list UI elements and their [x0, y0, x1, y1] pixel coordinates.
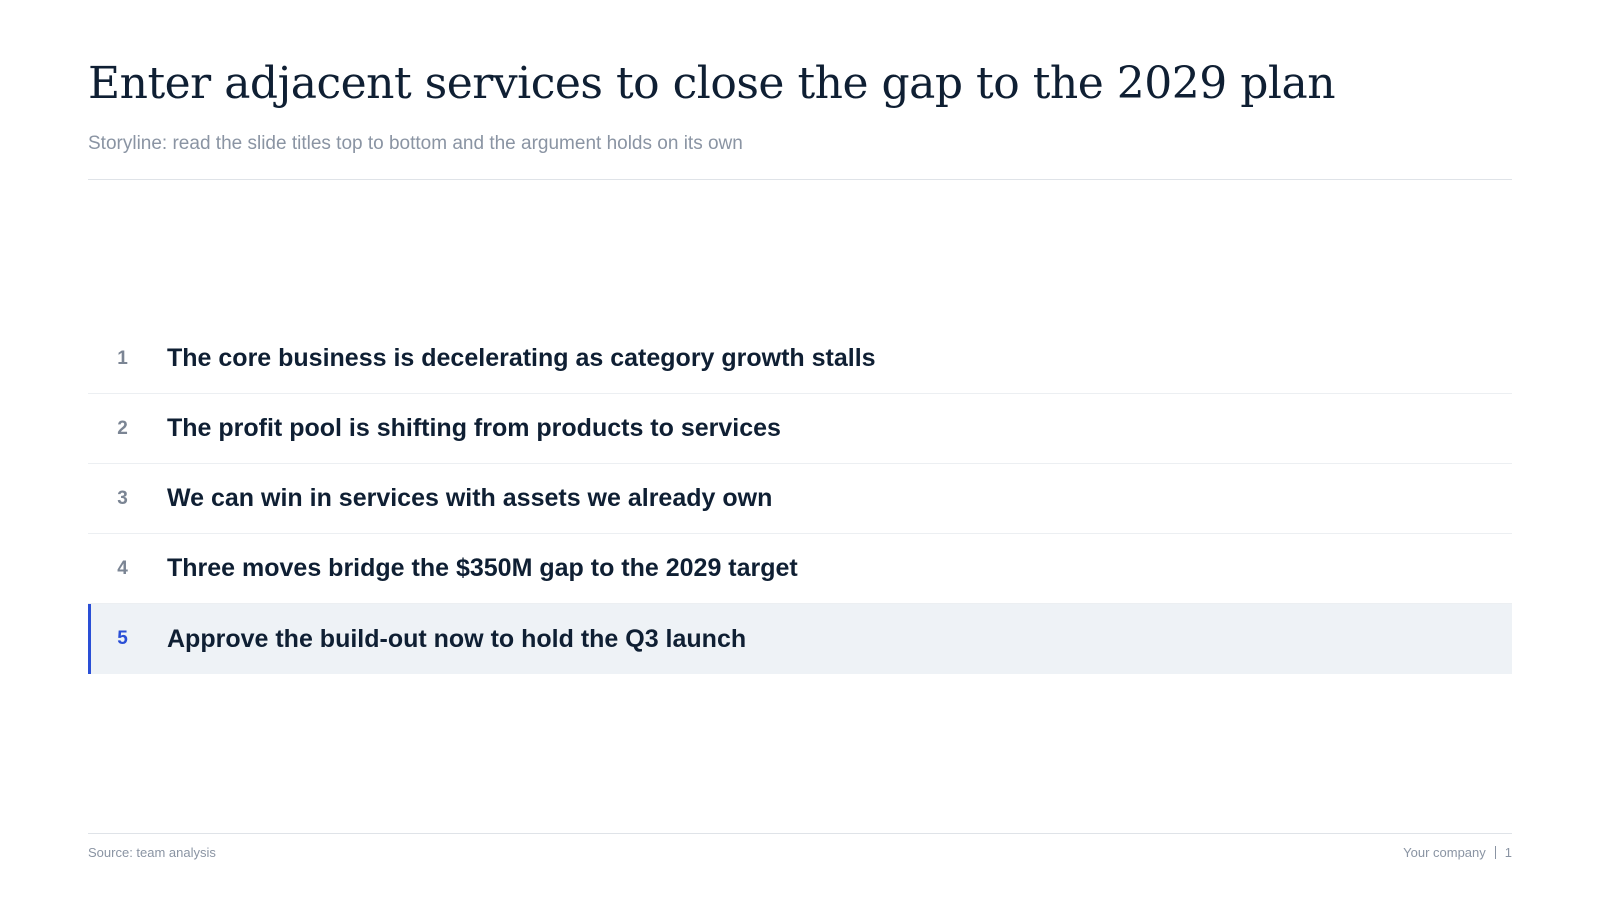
item-text: The profit pool is shifting from product… [167, 414, 781, 442]
item-text: Approve the build-out now to hold the Q3… [167, 624, 747, 653]
item-text: The core business is decelerating as cat… [167, 344, 876, 372]
separator [1494, 846, 1496, 859]
item-text: We can win in services with assets we al… [167, 484, 773, 512]
title: Enter adjacent services to close the gap… [88, 58, 1336, 109]
footer-rule [88, 833, 1512, 834]
storyline-item: 2 The profit pool is shifting from produc… [88, 394, 1512, 464]
header-rule [88, 179, 1512, 180]
item-number: 1 [117, 347, 128, 369]
item-text: Three moves bridge the $350M gap to the … [167, 554, 798, 582]
subtitle: Storyline: read the slide titles top to … [88, 133, 743, 154]
storyline-item: 5 Approve the build-out now to hold the Q… [88, 604, 1512, 674]
item-number: 3 [117, 487, 128, 509]
source: Source: team analysis [88, 845, 216, 860]
storyline-item: 3 We can win in services with assets we a… [88, 464, 1512, 534]
storyline-list: 1 The core business is decelerating as ca… [88, 324, 1512, 674]
storyline-item: 4 Three moves bridge the $350M gap to the… [88, 534, 1512, 604]
item-number: 5 [117, 628, 128, 649]
storyline-item: 1 The core business is decelerating as ca… [88, 324, 1512, 394]
page-number: 1 [1504, 845, 1512, 860]
item-number: 2 [117, 417, 128, 439]
company: Your company [1403, 845, 1486, 860]
footer-right: Your company 1 [1403, 845, 1512, 860]
item-number: 4 [117, 557, 128, 579]
